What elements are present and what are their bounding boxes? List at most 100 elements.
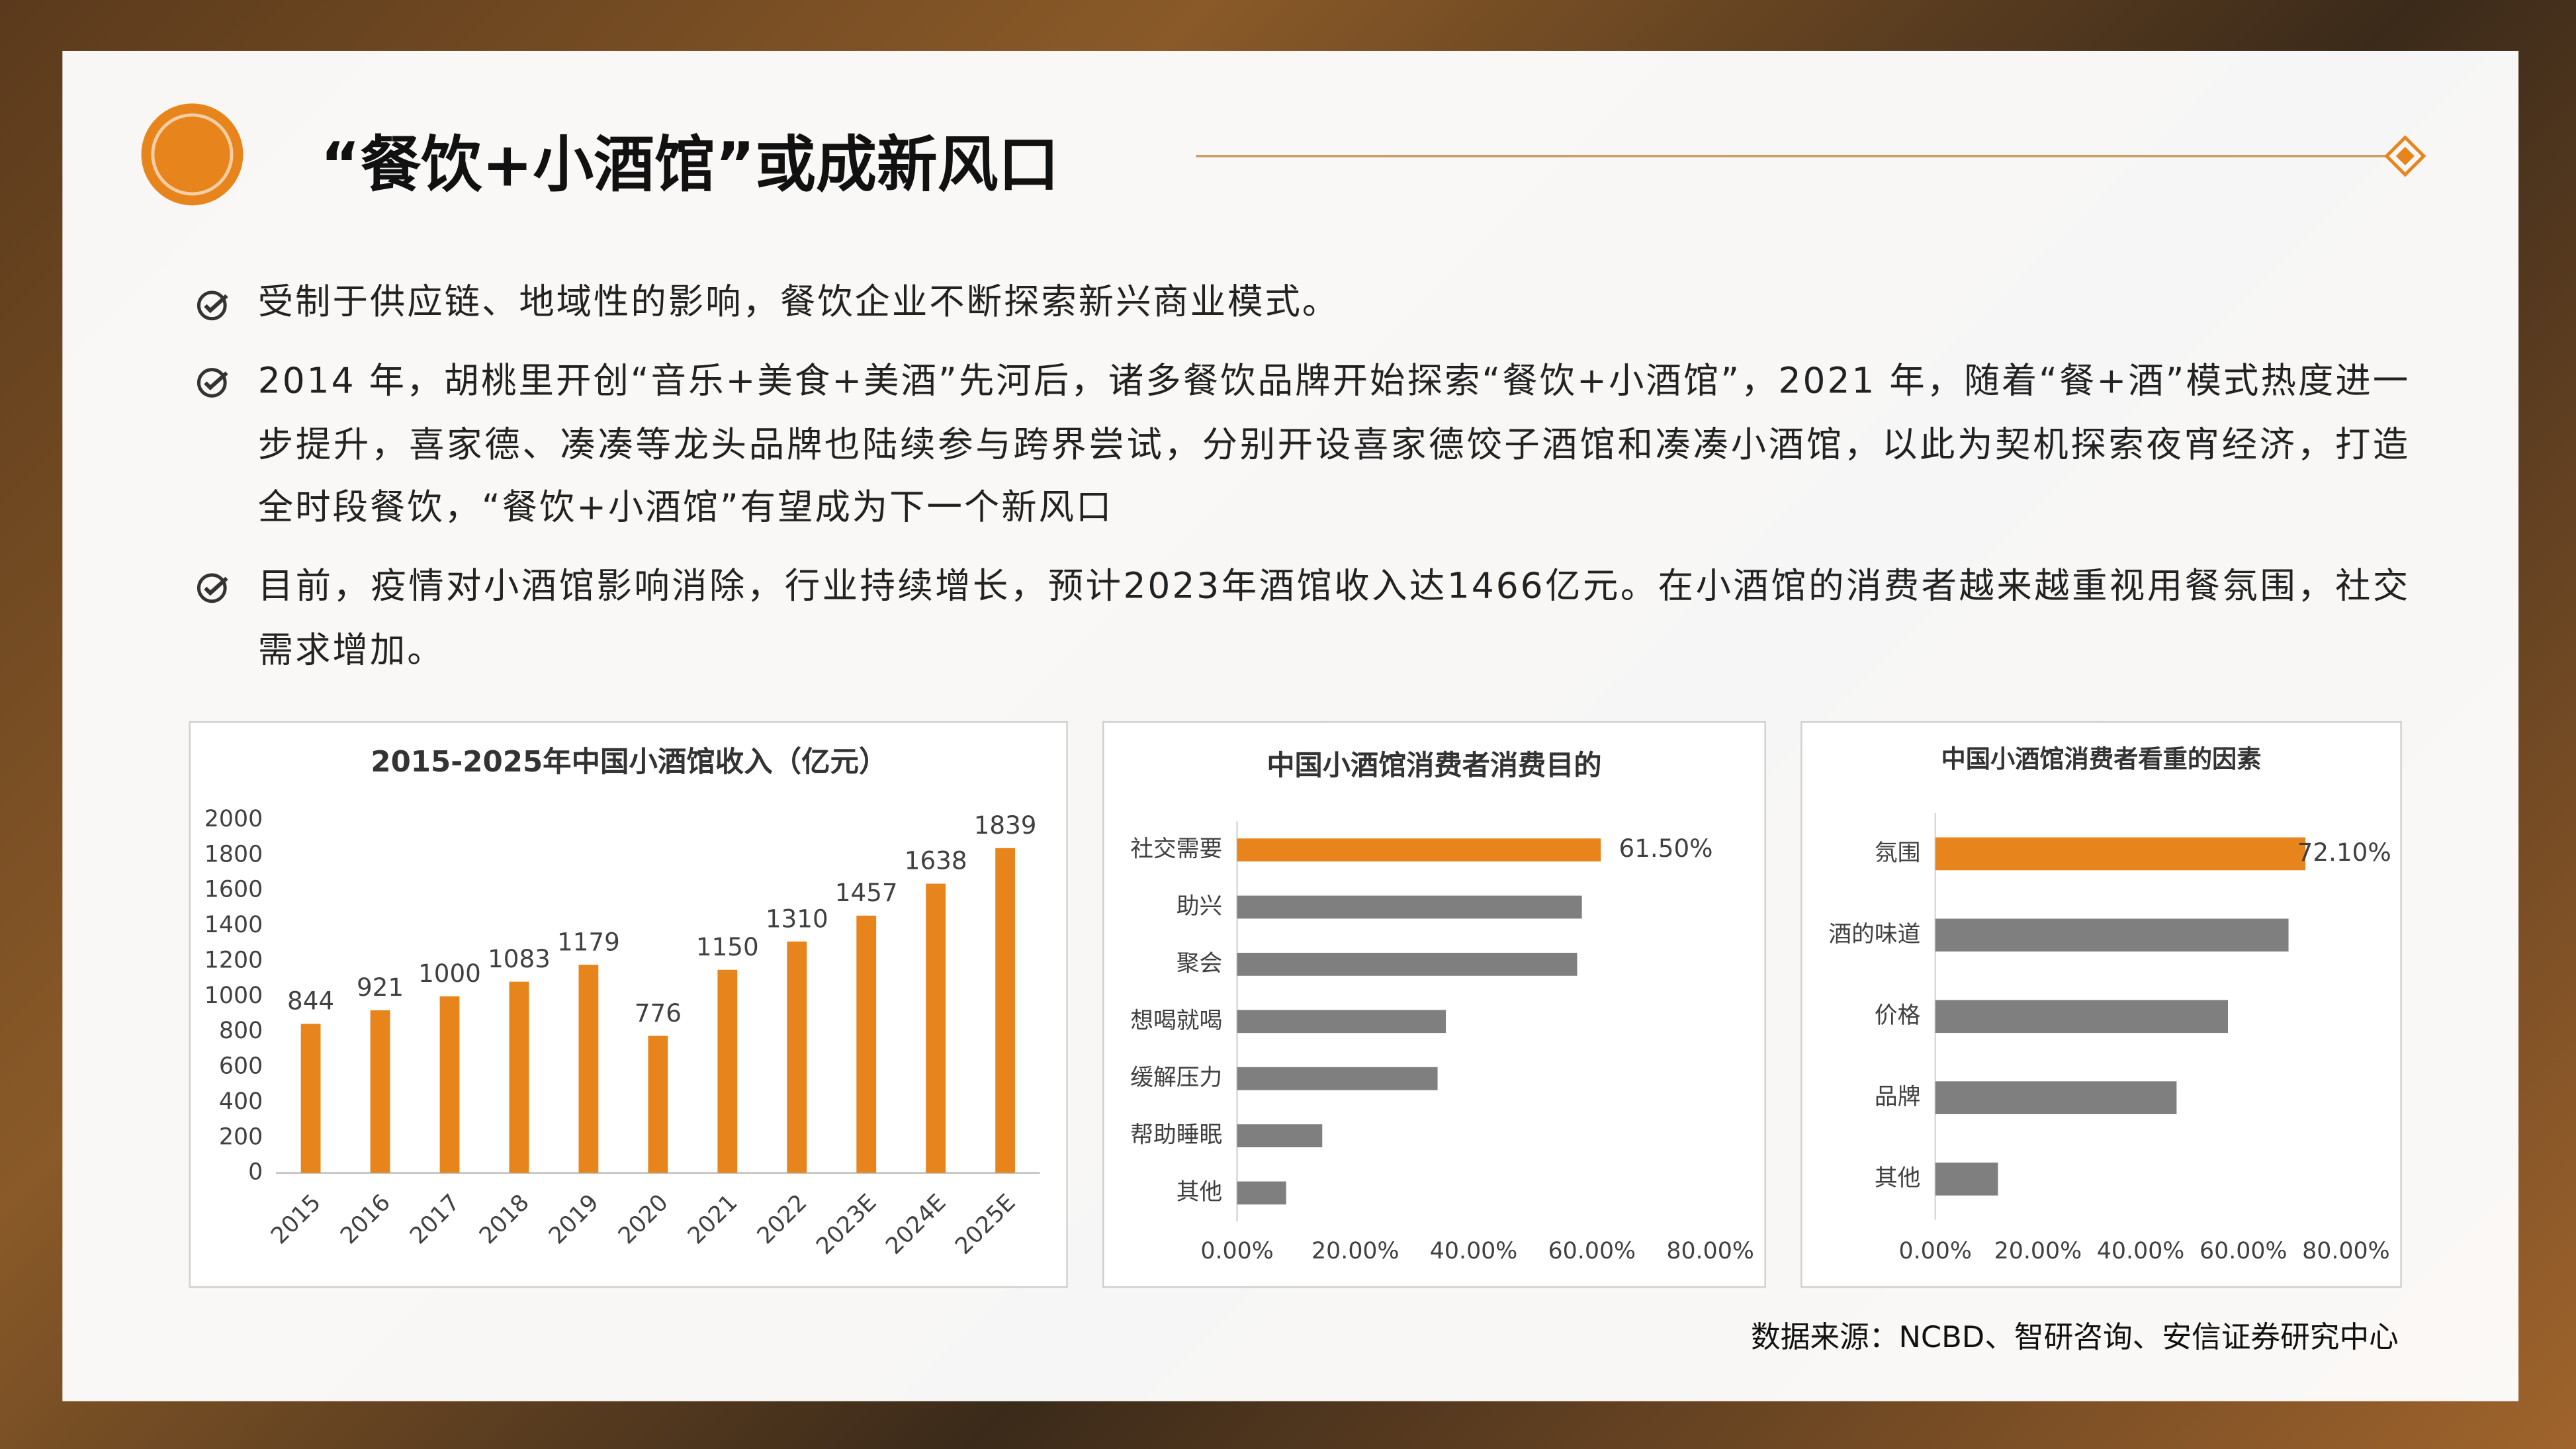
bar — [995, 848, 1016, 1173]
data-label: 1638 — [905, 846, 967, 875]
data-label: 1000 — [418, 959, 481, 988]
y-tick-label: 酒的味道 — [1828, 921, 1920, 947]
check-icon — [197, 368, 228, 398]
y-tick-label: 600 — [219, 1053, 263, 1080]
x-tick-label: 0.00% — [1899, 1238, 1972, 1264]
y-tick-label: 1800 — [204, 841, 263, 867]
x-tick-label: 2023E — [811, 1190, 881, 1260]
logo-ring — [151, 113, 234, 196]
logo — [141, 103, 244, 206]
y-tick-label: 想喝就喝 — [1130, 1008, 1222, 1034]
y-tick-label: 帮助睡眠 — [1130, 1122, 1222, 1149]
x-tick-label: 2015 — [266, 1190, 326, 1250]
x-tick-label: 60.00% — [2199, 1238, 2287, 1264]
data-label: 1150 — [696, 932, 759, 961]
x-tick-label: 2024E — [881, 1190, 951, 1260]
data-label: 1310 — [766, 904, 828, 933]
bar — [1935, 837, 2306, 871]
y-tick-label: 社交需要 — [1130, 836, 1222, 863]
chart-title: 中国小酒馆消费者看重的因素 — [1941, 744, 2261, 773]
data-label: 72.10% — [2297, 838, 2391, 867]
y-tick-label: 1000 — [204, 983, 263, 1009]
check-icon — [197, 290, 228, 321]
data-label: 844 — [287, 987, 334, 1016]
bullet-text: 受制于供应链、地域性的影响，餐饮企业不断探索新兴商业模式。 — [257, 283, 1340, 324]
chart-title: 2015-2025年中国小酒馆收入（亿元） — [371, 746, 887, 779]
diamond-inner — [2395, 146, 2415, 165]
y-tick-label: 2000 — [204, 806, 263, 832]
x-tick-label: 0.00% — [1200, 1238, 1273, 1264]
y-tick-label: 氛围 — [1875, 840, 1921, 866]
y-tick-label: 200 — [219, 1123, 263, 1150]
x-tick-label: 2022 — [752, 1190, 813, 1250]
chart-title: 中国小酒馆消费者消费目的 — [1266, 749, 1601, 781]
x-tick-label: 2021 — [683, 1190, 743, 1250]
y-tick-label: 1400 — [204, 912, 263, 938]
x-tick-label: 60.00% — [1548, 1238, 1636, 1264]
y-tick-label: 1200 — [204, 947, 263, 973]
x-tick-label: 2017 — [405, 1190, 465, 1250]
chart: 2015-2025年中国小酒馆收入（亿元） 0 200 400 600 800 1000 12… — [204, 746, 1040, 1260]
header-decor — [141, 103, 2426, 206]
bar — [1935, 1081, 2177, 1114]
x-tick-label: 20.00% — [1311, 1238, 1399, 1264]
y-tick-label: 400 — [219, 1088, 263, 1115]
x-tick-label: 40.00% — [1430, 1238, 1518, 1264]
data-label: 1083 — [488, 944, 551, 973]
y-tick-label: 0 — [248, 1159, 263, 1186]
y-tick-label: 聚会 — [1177, 950, 1223, 977]
bar — [648, 1035, 668, 1173]
bar — [787, 942, 807, 1173]
x-tick-label: 2018 — [474, 1190, 535, 1250]
bar — [1237, 1010, 1446, 1033]
chart: 中国小酒馆消费者消费目的 0.00% 20.00% 40.00% 60.00% 80.00… — [1130, 749, 1754, 1264]
bar — [1935, 1163, 1998, 1196]
bar — [926, 883, 946, 1173]
x-tick-label: 20.00% — [1994, 1238, 2082, 1264]
bar — [1237, 1124, 1323, 1147]
y-tick-label: 1600 — [204, 877, 263, 903]
bar — [1237, 1181, 1286, 1205]
y-tick-label: 助兴 — [1177, 893, 1223, 920]
x-tick-label: 2016 — [335, 1190, 396, 1250]
x-tick-label: 40.00% — [2097, 1238, 2185, 1264]
bar — [1935, 918, 2289, 952]
y-tick-label: 价格 — [1875, 1002, 1921, 1029]
bar — [1935, 1000, 2228, 1033]
source-note: 数据来源：NCBD、智研咨询、安信证券研究中心 — [1751, 1321, 2399, 1356]
chart: 中国小酒馆消费者看重的因素 0.00% 20.00% 40.00% 60.00% 80.0… — [1828, 744, 2391, 1264]
bar — [578, 965, 599, 1173]
data-label: 1839 — [974, 811, 1037, 840]
y-tick-label: 品牌 — [1875, 1084, 1921, 1110]
bar — [509, 981, 529, 1173]
y-tick-label: 缓解压力 — [1130, 1065, 1222, 1091]
chart-box: 中国小酒馆消费者消费目的 0.00% 20.00% 40.00% 60.00% 80.00… — [1102, 721, 1767, 1288]
y-tick-label: 其他 — [1875, 1165, 1921, 1192]
bar — [1237, 895, 1582, 919]
x-tick-label: 2020 — [613, 1190, 674, 1250]
chart-box: 2015-2025年中国小酒馆收入（亿元） 0 200 400 600 800 1000 12… — [189, 721, 1068, 1288]
bar — [856, 915, 877, 1173]
data-label: 1457 — [835, 878, 898, 907]
bullet-text: 目前，疫情对小酒馆影响消除，行业持续增长，预计2023年酒馆收入达1466亿元。… — [257, 566, 2411, 672]
data-label: 1179 — [557, 927, 620, 956]
bar — [1237, 953, 1577, 976]
x-tick-label: 2019 — [544, 1190, 604, 1250]
y-tick-label: 800 — [219, 1018, 263, 1044]
x-tick-label: 80.00% — [1666, 1238, 1754, 1264]
check-icon — [197, 573, 228, 603]
data-label: 776 — [635, 998, 682, 1028]
bullet-text: 2014 年，胡桃里开创“音乐+美食+美酒”先河后，诸多餐饮品牌开始探索“餐饮+… — [257, 361, 2411, 529]
bar — [439, 996, 460, 1173]
bar — [300, 1024, 321, 1173]
chart-box: 中国小酒馆消费者看重的因素 0.00% 20.00% 40.00% 60.00% 80.0… — [1800, 721, 2402, 1288]
bar — [1237, 838, 1601, 861]
x-tick-label: 2025E — [950, 1190, 1020, 1260]
diamond — [2384, 135, 2426, 177]
x-tick-label: 80.00% — [2302, 1238, 2390, 1264]
bar — [717, 969, 738, 1173]
bar — [370, 1010, 390, 1173]
data-label: 61.50% — [1619, 834, 1713, 863]
